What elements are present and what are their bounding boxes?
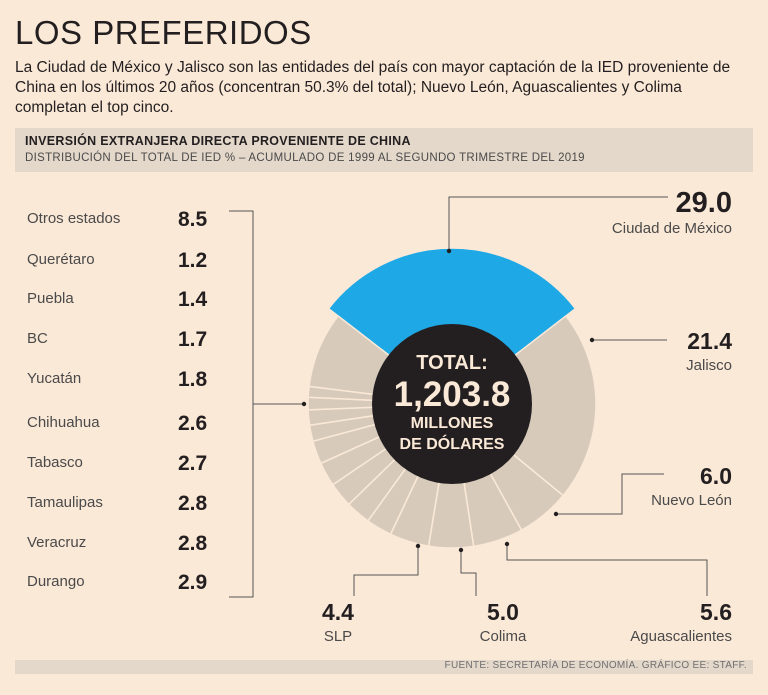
leader-colima [460,550,477,596]
list-item-name: BC [27,330,48,347]
list-item: Querétaro 1.2 [27,247,227,279]
list-item-name: Puebla [27,290,74,307]
list-item-value: 2.7 [178,452,208,475]
label-name-jalisco: Jalisco [686,357,732,374]
list-item-value: 1.4 [178,288,208,311]
list-item-value: 2.8 [178,492,208,515]
donut-slices [307,247,597,549]
chart-subtitle: DISTRIBUCIÓN DEL TOTAL DE IED % – ACUMUL… [25,152,585,164]
dot-nuevoleon [553,511,559,517]
page-title: LOS PREFERIDOS [15,14,312,51]
leader-nuevoleon [556,473,664,515]
label-name-cdmx: Ciudad de México [612,220,732,237]
dot-jalisco [589,337,595,343]
dot-colima [458,547,464,553]
list-item-name: Tamaulipas [27,494,103,511]
center-total-value: 1,203.8 [394,375,511,414]
label-value-jalisco: 21.4 [687,328,732,354]
list-item-value: 1.8 [178,368,208,391]
list-item-value: 2.6 [178,412,208,435]
label-name-nuevoleon: Nuevo León [651,492,732,509]
leader-lines [353,196,708,596]
list-item-value: 1.7 [178,328,208,351]
list-item: BC 1.7 [27,326,227,358]
label-name-aguascalientes: Aguascalientes [630,628,732,645]
leader-cdmx [448,196,668,250]
list-item-value: 2.8 [178,532,208,555]
list-item: Durango 2.9 [27,569,227,601]
leader-aguascalientes [506,544,708,596]
footer-bar: FUENTE: SECRETARÍA DE ECONOMÍA. GRÁFICO … [15,660,753,674]
list-item-name: Querétaro [27,251,95,268]
list-item-value: 8.5 [178,208,208,231]
center-disc [372,324,532,484]
chart-title: INVERSIÓN EXTRANJERA DIRECTA PROVENIENTE… [25,134,411,148]
list-item: Otros estados 8.5 [27,206,227,238]
list-item: Chihuahua 2.6 [27,410,227,442]
leader-dots [301,248,595,553]
list-item: Tabasco 2.7 [27,450,227,482]
label-value-cdmx: 29.0 [676,187,732,219]
list-item-name: Veracruz [27,534,87,551]
source-note: FUENTE: SECRETARÍA DE ECONOMÍA. GRÁFICO … [444,660,747,671]
list-item-name: Otros estados [27,210,121,227]
leader-slp [353,546,419,596]
label-value-nuevoleon: 6.0 [700,463,732,489]
dot-slp [415,543,421,549]
center-unit-2: DE DÓLARES [400,434,505,453]
center-unit-1: MILLONES [411,415,494,432]
label-name-colima: Colima [480,628,527,645]
dot-list [301,401,307,407]
list-item-name: Chihuahua [27,414,100,431]
chart-header: INVERSIÓN EXTRANJERA DIRECTA PROVENIENTE… [15,128,753,172]
dot-cdmx [446,248,452,254]
label-value-colima: 5.0 [487,599,519,625]
center-total-label: TOTAL: [416,352,487,374]
dot-aguascalientes [504,541,510,547]
left-list-bracket [229,210,304,598]
intro-text: La Ciudad de México y Jalisco son las en… [15,59,731,116]
list-item: Veracruz 2.8 [27,530,227,562]
list-item-name: Durango [27,573,85,590]
list-item-name: Yucatán [27,370,82,387]
list-item-value: 2.9 [178,571,208,594]
list-item: Tamaulipas 2.8 [27,490,227,522]
label-value-slp: 4.4 [322,599,354,625]
label-name-slp: SLP [324,628,352,645]
label-value-aguascalientes: 5.6 [700,599,732,625]
list-item-name: Tabasco [27,454,83,471]
list-item-value: 1.2 [178,249,208,272]
list-item: Yucatán 1.8 [27,366,227,398]
list-item: Puebla 1.4 [27,286,227,318]
